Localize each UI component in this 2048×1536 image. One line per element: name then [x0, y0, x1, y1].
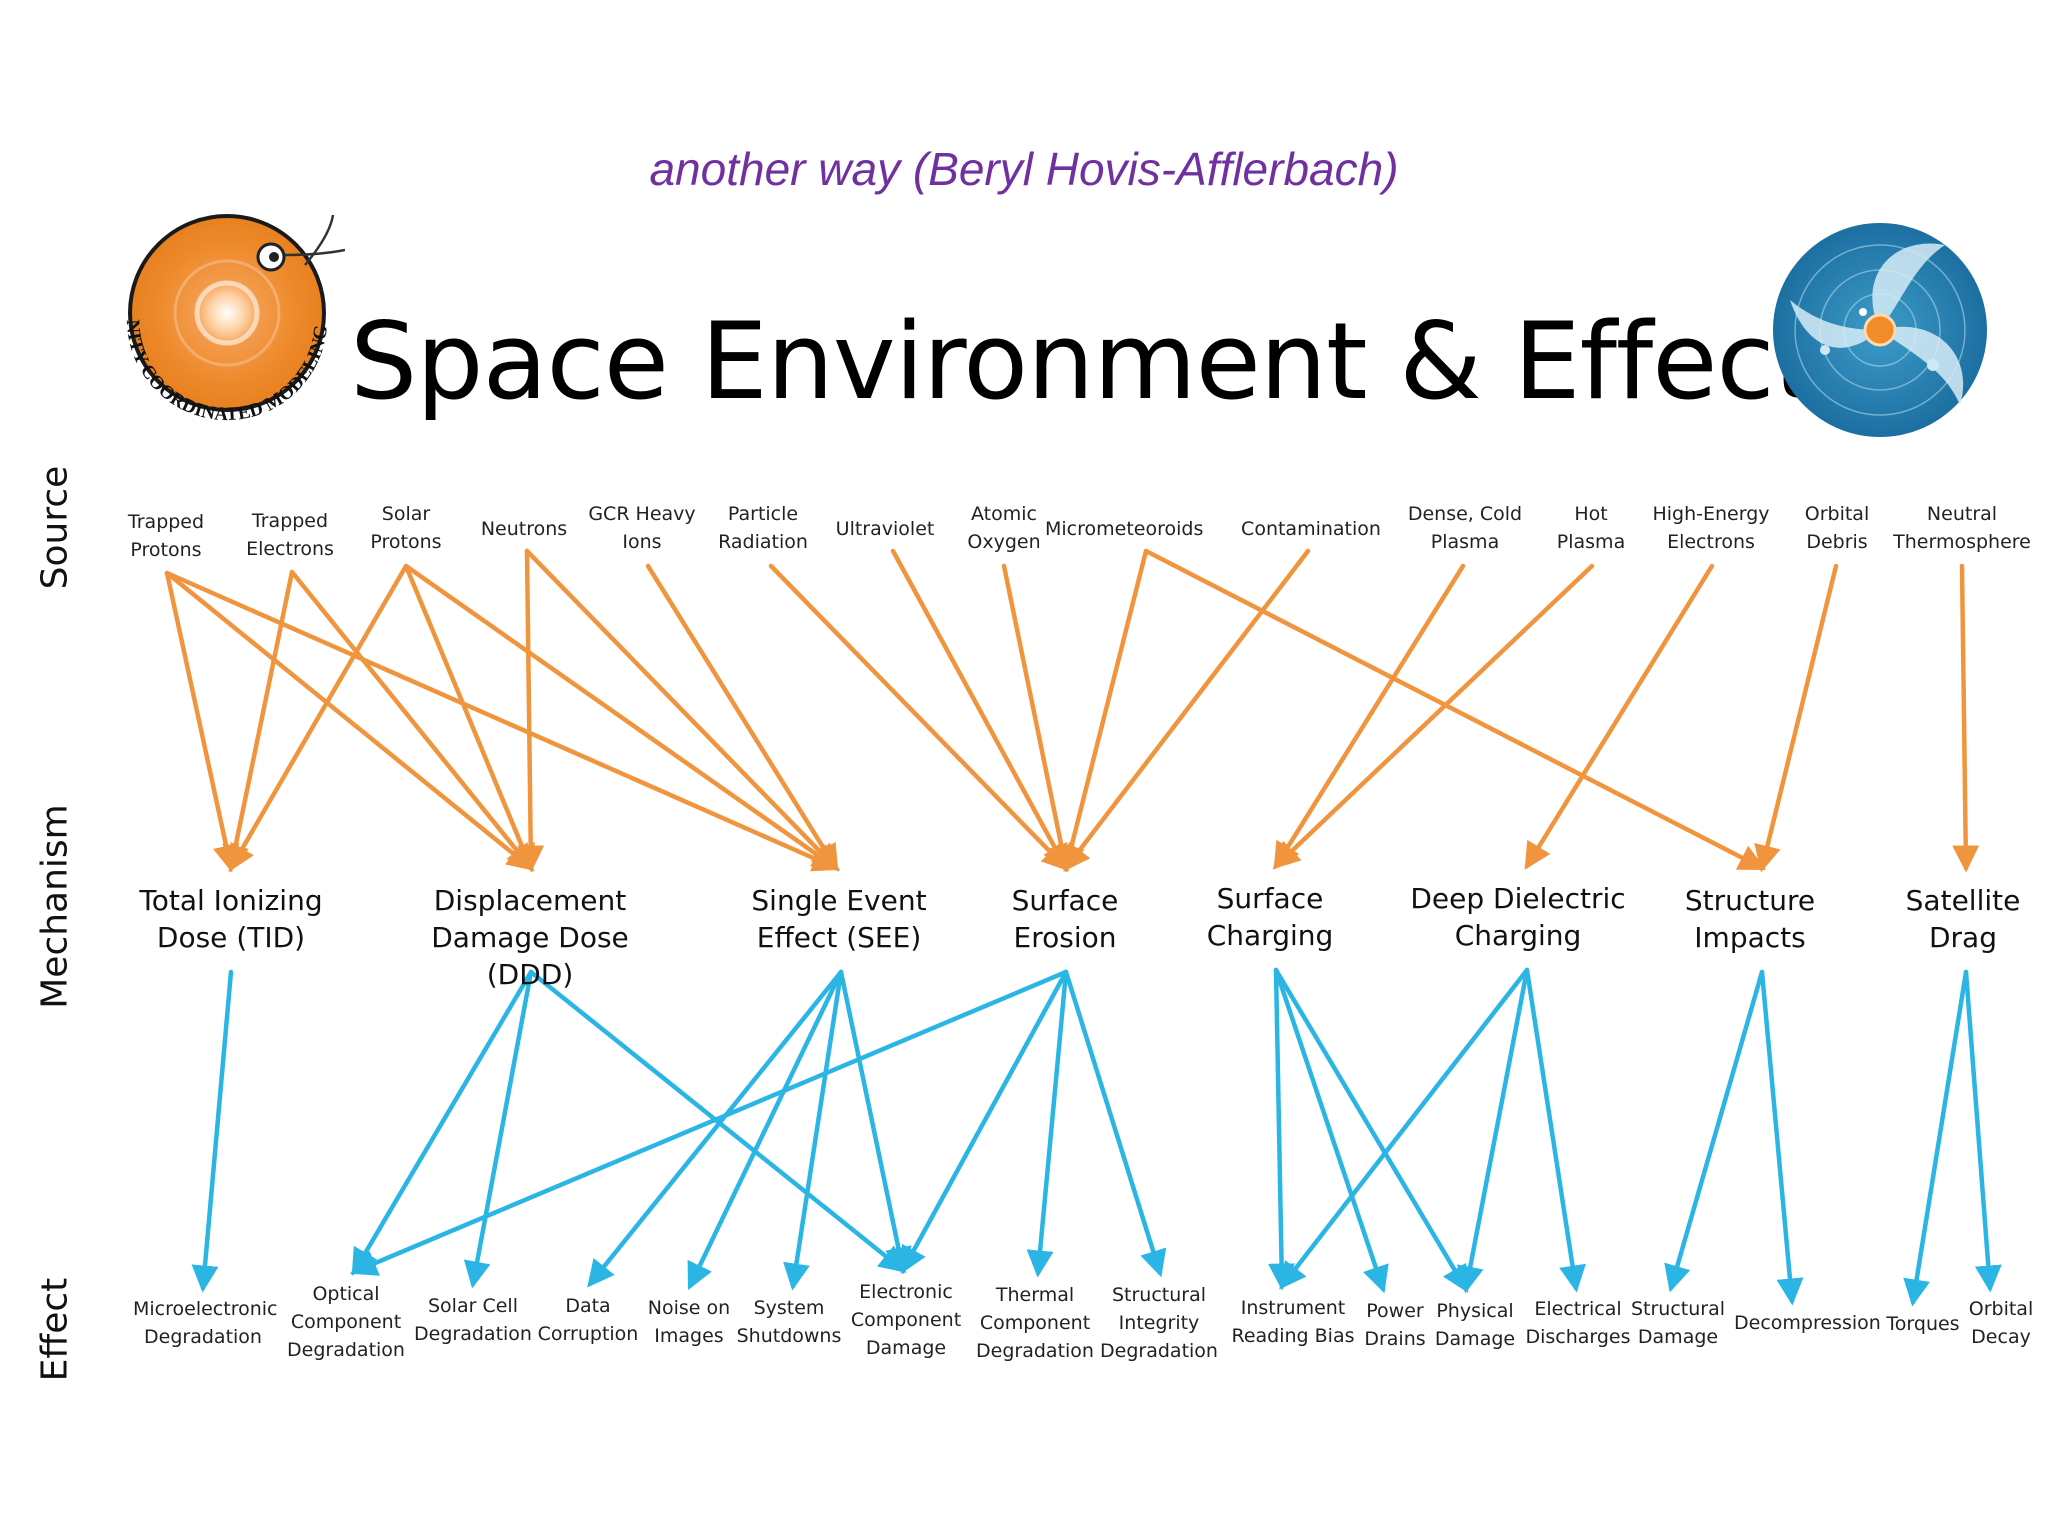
source-mechanism-arrow-2-0 — [228, 563, 409, 872]
source-high-energy-electrons: High-Energy Electrons — [1652, 503, 1770, 553]
effect-data-corruption: Data Corruption — [537, 1295, 639, 1345]
effect-structural-damage: Structural Damage — [1630, 1298, 1726, 1348]
source-mechanism-arrow-13-6 — [1754, 563, 1839, 873]
ccmc-sun-logo-icon: COMMUNITY COORDINATED MODELING CENTER — [105, 195, 345, 425]
mechanism-surface-charging: Surface Charging — [1206, 882, 1334, 952]
mechanism-effect-arrow-1-2 — [463, 969, 534, 1289]
source-mechanism-arrow-12-5 — [1524, 563, 1715, 870]
effect-decompression: Decompression — [1734, 1312, 1881, 1334]
source-neutral-thermosphere: Neutral Thermosphere — [1893, 503, 2031, 553]
source-particle-radiation: Particle Radiation — [718, 503, 808, 553]
effect-structural-integrity-degradation: Structural Integrity Degradation — [1100, 1284, 1218, 1362]
mechanism-satellite-drag: Satellite Drag — [1905, 884, 2021, 954]
source-mechanism-arrow-3-2 — [524, 548, 840, 872]
source-mechanism-arrow-3-1 — [517, 548, 545, 873]
mechanism-tid: Total Ionizing Dose (TID) — [139, 884, 323, 954]
effect-thermal-component-degradation: Thermal Component Degradation — [976, 1284, 1094, 1362]
mechanism-deep-dielectric-charging: Deep Dielectric Charging — [1410, 882, 1626, 952]
mechanism-effect-arrow-5-12 — [1524, 967, 1586, 1293]
source-neutrons: Neutrons — [480, 518, 568, 540]
space-weather-globe-logo-icon — [1773, 223, 1987, 437]
effect-physical-damage: Physical Damage — [1434, 1300, 1516, 1350]
source-mechanism-arrow-6-3 — [890, 548, 1069, 872]
mechanism-effect-arrow-5-9 — [1279, 967, 1530, 1290]
source-mechanism-arrow-4-2 — [645, 563, 839, 872]
effect-electrical-discharges: Electrical Discharges — [1525, 1298, 1631, 1348]
source-mechanism-arrow-8-3 — [1058, 548, 1149, 873]
subtitle: another way (Beryl Hovis-Afflerbach) — [649, 143, 1399, 195]
source-mechanism-arrow-1-0 — [222, 569, 295, 873]
mechanism-effect-arrow-4-11 — [1273, 967, 1469, 1293]
effect-noise-on-images: Noise on Images — [647, 1297, 731, 1347]
mechanism-surface-erosion: Surface Erosion — [1011, 884, 1119, 954]
mechanism-effect-arrow-5-11 — [1456, 967, 1530, 1294]
effect-system-shutdowns: System Shutdowns — [736, 1297, 842, 1347]
mechanism-ddd: Displacement Damage Dose (DDD) — [431, 884, 629, 991]
source-mechanism-arrow-7-3 — [1001, 563, 1075, 873]
effect-orbital-decay: Orbital Decay — [1968, 1298, 2034, 1348]
source-mechanism-arrow-0-2 — [164, 570, 841, 872]
source-mechanism-arrow-2-2 — [403, 563, 840, 871]
source-hot-plasma: Hot Plasma — [1556, 503, 1626, 553]
effect-power-drains: Power Drains — [1364, 1300, 1426, 1350]
source-mechanism-arrow-2-1 — [403, 563, 535, 873]
source-mechanism-arrow-14-7 — [1952, 563, 1980, 873]
mechanism-effect-arrow-3-6 — [900, 969, 1069, 1274]
source-gcr-heavy-ions: GCR Heavy Ions — [588, 503, 696, 553]
source-ultraviolet: Ultraviolet — [835, 518, 935, 540]
mechanism-effect-arrow-6-14 — [1759, 969, 1804, 1306]
source-dense-cold-plasma: Dense, Cold Plasma — [1407, 503, 1523, 553]
mechanism-effect-arrow-1-1 — [351, 969, 534, 1276]
effect-torques: Torques — [1886, 1313, 1960, 1335]
effect-microelectronic-degradation: Microelectronic Degradation — [133, 1298, 278, 1348]
source-solar-protons: Solar Protons — [370, 503, 442, 553]
source-mechanism-arrow-0-0 — [164, 570, 240, 873]
source-trapped-electrons: Trapped Electrons — [246, 510, 334, 560]
source-mechanism-arrow-8-6 — [1143, 548, 1767, 871]
source-mechanism-arrow-11-4 — [1272, 563, 1595, 870]
effect-solar-cell-degradation: Solar Cell Degradation — [414, 1295, 532, 1345]
mechanism-effect-arrow-3-7 — [1026, 969, 1069, 1278]
source-trapped-protons: Trapped Protons — [127, 511, 205, 561]
source-mechanism-arrow-9-3 — [1063, 548, 1311, 872]
mechanism-effect-arrow-6-13 — [1664, 969, 1765, 1293]
source-mechanism-arrow-1-1 — [289, 569, 534, 872]
mechanism-effect-arrow-3-8 — [1063, 969, 1167, 1278]
page-title: Space Environment & Effects — [350, 300, 1870, 423]
mechanism-structure-impacts: Structure Impacts — [1684, 884, 1816, 954]
effect-optical-component-degradation: Optical Component Degradation — [287, 1283, 405, 1361]
mechanism-effect-arrow-2-5 — [783, 969, 844, 1291]
mechanism-effect-arrow-2-3 — [587, 969, 844, 1288]
mechanism-effect-arrow-4-9 — [1268, 967, 1296, 1291]
source-orbital-debris: Orbital Debris — [1804, 503, 1870, 553]
source-atomic-oxygen: Atomic Oxygen — [967, 503, 1041, 553]
mechanism-effect-arrow-3-1 — [349, 969, 1069, 1276]
source-mechanism-arrow-10-4 — [1273, 563, 1466, 870]
source-mechanism-arrow-5-3 — [768, 563, 1070, 872]
mechanism-effect-arrow-2-6 — [838, 969, 912, 1275]
effect-instrument-reading-bias: Instrument Reading Bias — [1231, 1297, 1355, 1347]
mechanism-effect-arrow-0-0 — [191, 969, 234, 1293]
source-micrometeoroids: Micrometeoroids — [1045, 518, 1204, 540]
source-mechanism-arrow-0-1 — [164, 570, 535, 871]
effect-electronic-component-damage: Electronic Component Damage — [850, 1281, 962, 1359]
mechanism-see: Single Event Effect (SEE) — [751, 884, 927, 954]
mechanism-effect-arrow-7-15 — [1903, 969, 1969, 1307]
mechanism-effect-arrow-2-4 — [687, 969, 844, 1291]
source-contamination: Contamination — [1241, 518, 1381, 540]
mechanism-effect-arrow-4-10 — [1273, 967, 1389, 1294]
mechanism-effect-arrow-7-16 — [1963, 969, 2002, 1293]
